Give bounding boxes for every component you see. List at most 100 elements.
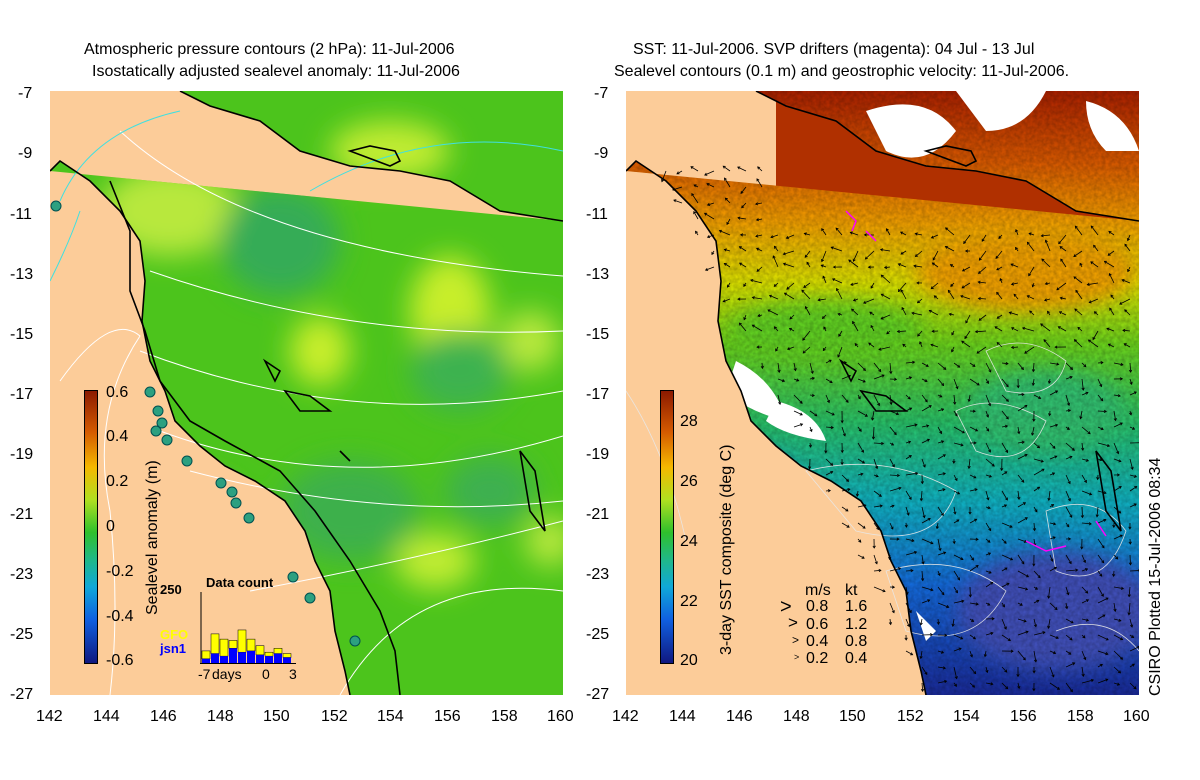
velocity-vector-head [1017,685,1021,690]
velocity-vector-head [1015,246,1018,251]
velocity-vector [1017,618,1027,622]
velocity-vector-head [1067,498,1071,502]
velocity-vector [1033,522,1035,531]
velocity-vector-head [1007,638,1011,642]
velocity-vector [953,506,956,515]
velocity-vector [761,362,763,369]
velocity-vector-head [871,417,875,421]
velocity-vector [937,680,947,684]
velocity-vector [821,250,827,262]
velocity-vector [964,330,971,339]
velocity-vector-head [704,172,708,176]
velocity-vector [985,552,991,556]
velocity-vector-head [868,342,872,346]
velocity-vector-head [862,300,867,304]
velocity-vector-head [1105,678,1109,682]
velocity-vector-head [846,478,850,482]
velocity-vector [793,410,803,416]
velocity-vector [921,518,931,524]
velocity-vector [822,276,827,284]
velocity-vector-head [1032,528,1037,532]
velocity-vector [1033,442,1040,449]
velocity-vector [932,250,939,261]
velocity-vector [772,255,779,268]
velocity-vector [851,308,859,316]
velocity-vector [1049,424,1058,428]
velocity-vector-head [925,364,929,367]
velocity-key-ms: 0.6 [806,616,829,633]
velocity-vector-head [950,283,954,287]
velocity-vector-head [863,233,867,237]
velocity-vector-head [1127,612,1131,616]
velocity-vector-head [1118,510,1122,514]
velocity-vector [881,293,891,300]
velocity-vector [704,170,715,176]
velocity-vector [725,197,731,204]
velocity-vector-head [974,488,978,492]
velocity-vector [1081,599,1089,604]
velocity-vector [981,234,987,242]
velocity-vector-head [860,472,864,476]
velocity-vector [1113,534,1123,540]
right-title-line1: SST: 11-Jul-2006. SVP drifters (magenta)… [633,41,1035,58]
velocity-vector-head [706,234,711,239]
velocity-vector [757,166,763,172]
velocity-vector-head [1074,308,1078,312]
velocity-vector-head [743,317,747,321]
velocity-vector-head [845,399,849,403]
velocity-vector-head [778,401,782,405]
velocity-vector-head [921,561,925,565]
velocity-vector [857,458,865,464]
inset-x-label: days [212,666,242,682]
velocity-vector-head [1133,686,1137,690]
velocity-vector [905,472,918,476]
velocity-vector [985,682,993,685]
velocity-vector-head [1077,326,1081,330]
velocity-vector [873,362,882,372]
velocity-vector-head [957,577,961,581]
velocity-vector-head [891,504,895,508]
velocity-vector [1044,298,1051,301]
velocity-vector-head [987,506,991,510]
velocity-vector [1113,410,1116,421]
velocity-vector-head [1011,327,1015,331]
velocity-vector [1049,650,1056,654]
velocity-vector-head [900,231,904,235]
velocity-vector-head [916,300,921,304]
velocity-vector-head [967,465,971,470]
velocity-vector [863,298,875,304]
velocity-vector [937,570,941,576]
velocity-vector-head [972,636,977,640]
velocity-vector [1017,538,1027,543]
velocity-vector [947,290,955,300]
velocity-vector-head [1056,287,1060,291]
velocity-vector-head [944,633,948,637]
velocity-vector [740,186,747,194]
velocity-vector-head [788,327,793,331]
velocity-vector-head [804,305,808,310]
velocity-vector [825,426,834,429]
velocity-vector-head [906,623,910,628]
velocity-vector-head [1101,593,1104,597]
velocity-vector [1113,570,1115,577]
velocity-vector-head [1106,327,1110,331]
velocity-vector-head [864,413,868,417]
velocity-vector [756,178,763,188]
velocity-vector-head [996,291,1000,295]
velocity-vector-head [965,320,969,324]
velocity-vector [752,297,763,300]
velocity-vector [1049,362,1059,365]
velocity-vector-head [1122,328,1126,333]
velocity-vector-head [1034,509,1038,513]
left-x-tick: 154 [377,708,404,725]
velocity-vector-head [1044,239,1048,243]
velocity-vector [937,538,941,551]
velocity-vector [775,346,779,352]
velocity-vector-head [723,262,727,266]
velocity-vector-head [1021,440,1025,444]
right-map-svg [626,91,1139,695]
velocity-vector-head [1126,238,1130,242]
velocity-vector-head [954,683,957,687]
velocity-vector [1073,276,1083,284]
velocity-key-ms: 0.2 [806,650,829,667]
